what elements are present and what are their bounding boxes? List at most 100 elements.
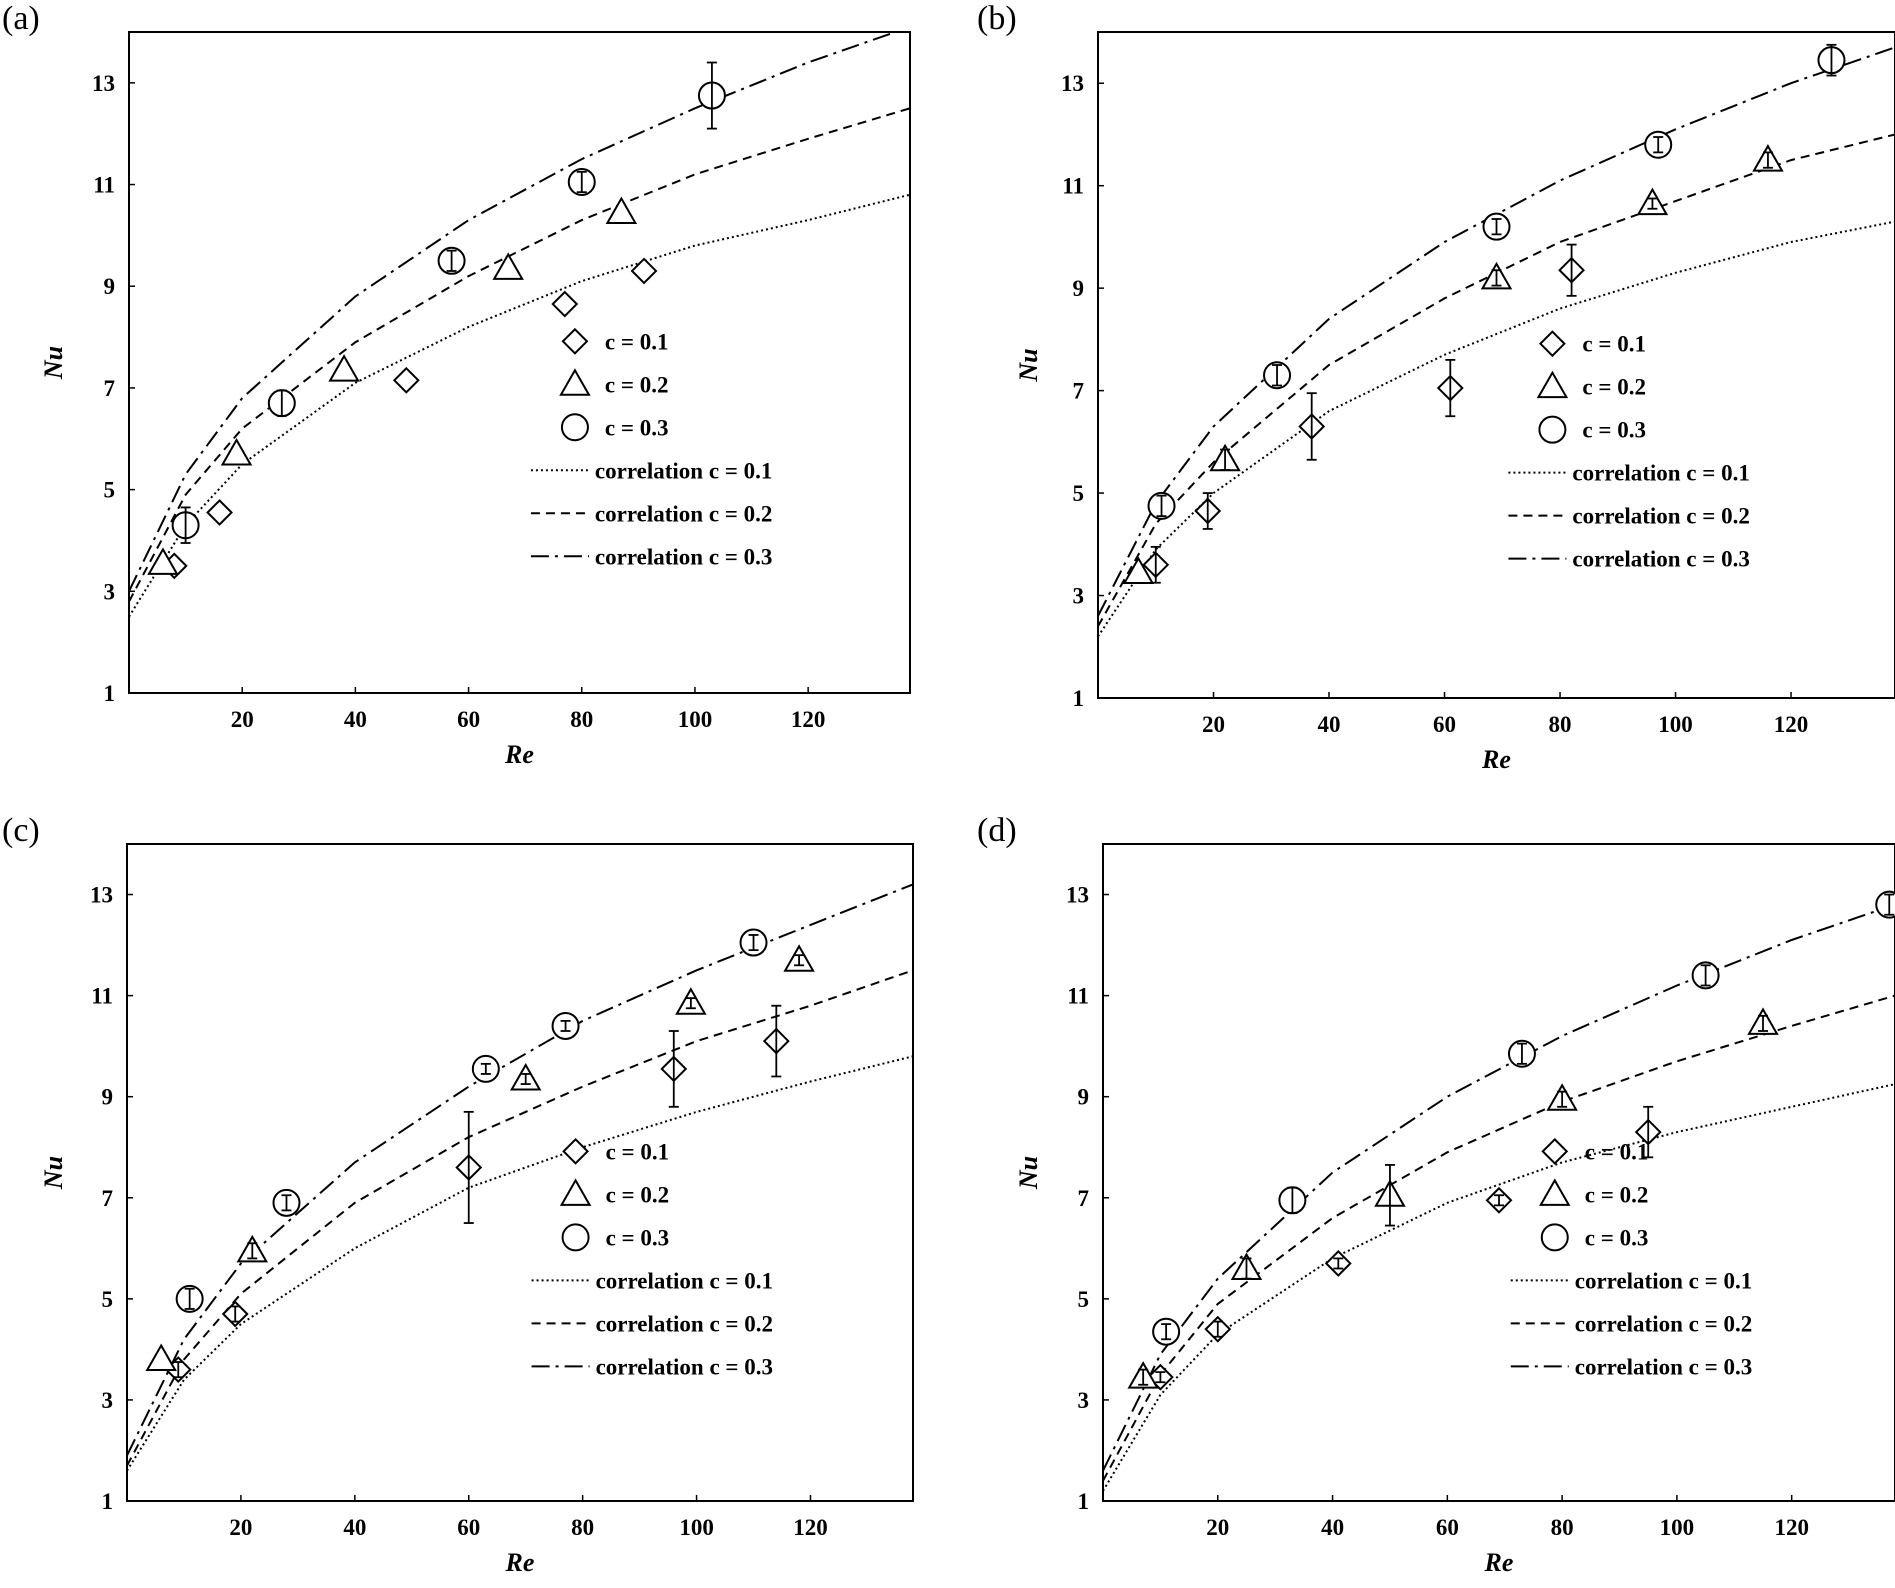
correlation-line-1	[127, 1055, 913, 1472]
legend-label: correlation c = 0.3	[595, 544, 772, 569]
x-tick-label: 80	[570, 707, 593, 732]
y-tick-label: 7	[104, 376, 116, 401]
data-point	[328, 354, 360, 382]
x-tick-label: 40	[1318, 712, 1341, 737]
legend-label: correlation c = 0.1	[1572, 461, 1749, 486]
x-tick-label: 40	[343, 1515, 366, 1540]
series-circle	[1147, 43, 1846, 520]
y-tick-label: 9	[102, 1085, 114, 1110]
panel-label: (b)	[977, 0, 1017, 37]
x-tick-label: 100	[679, 1515, 714, 1540]
legend-marker-circle	[1538, 415, 1567, 444]
y-tick-label: 3	[1078, 1388, 1090, 1413]
y-tick-label: 1	[104, 681, 116, 706]
panel-label: (c)	[2, 812, 40, 849]
y-axis-title: Nu	[1014, 1156, 1043, 1190]
data-point	[492, 252, 524, 280]
y-tick-label: 13	[1061, 71, 1084, 96]
legend-label: c = 0.2	[605, 372, 669, 397]
legend-marker-triangle	[559, 368, 591, 396]
legend-label: correlation c = 0.1	[596, 1268, 773, 1293]
correlation-curves	[1098, 46, 1895, 638]
data-point	[1875, 890, 1895, 919]
correlation-line-1	[1098, 220, 1895, 638]
series-triangle	[147, 196, 638, 575]
correlation-line-2	[1098, 133, 1895, 627]
y-axis-title: Nu	[39, 346, 68, 380]
legend: c = 0.1 c = 0.2 c = 0.3 correlation c = 0.1…	[1510, 1137, 1752, 1379]
x-tick-label: 120	[791, 707, 826, 732]
legend-label: c = 0.1	[1582, 332, 1646, 357]
series-circle	[171, 61, 726, 544]
plot-frame	[126, 843, 914, 1502]
correlation-line-3	[129, 32, 899, 592]
legend-label: c = 0.1	[1585, 1139, 1649, 1164]
y-tick-label: 5	[1078, 1287, 1090, 1312]
legend: c = 0.1 c = 0.2 c = 0.3 correlation c = 0.1…	[1508, 330, 1750, 572]
legend-label: c = 0.1	[606, 1139, 670, 1164]
x-axis-title: Re	[1484, 1548, 1514, 1577]
x-tick-label: 40	[1321, 1515, 1344, 1540]
legend-label: c = 0.3	[1582, 418, 1646, 443]
y-tick-label: 13	[90, 883, 113, 908]
y-tick-label: 1	[102, 1489, 114, 1514]
data-point	[1122, 556, 1155, 584]
legend-marker-diamond	[1541, 1137, 1569, 1165]
series-triangle	[145, 944, 815, 1371]
x-tick-label: 20	[1206, 1515, 1229, 1540]
correlation-line-2	[129, 107, 910, 602]
data-point	[145, 1343, 177, 1371]
panel-label: (a)	[2, 0, 40, 37]
legend-label: c = 0.3	[605, 415, 669, 440]
correlation-curves	[127, 883, 913, 1472]
series-diamond	[1146, 1105, 1662, 1391]
x-tick-label: 80	[1551, 1515, 1574, 1540]
x-tick-label: 100	[678, 707, 713, 732]
legend-label: c = 0.2	[606, 1182, 670, 1207]
correlation-line-1	[1103, 1083, 1895, 1492]
x-tick-label: 60	[457, 1515, 480, 1540]
correlation-curves	[129, 32, 910, 618]
legend-marker-circle	[560, 413, 589, 442]
series-triangle	[1122, 144, 1784, 584]
x-tick-label: 60	[1433, 712, 1456, 737]
y-tick-label: 7	[102, 1186, 114, 1211]
x-axis-title: Re	[505, 1548, 535, 1577]
legend: c = 0.1 c = 0.2 c = 0.3 correlation c = 0.1…	[530, 327, 772, 569]
x-tick-label: 100	[1660, 1515, 1695, 1540]
plot-frame	[1102, 843, 1895, 1502]
x-tick-label: 120	[1774, 1515, 1809, 1540]
y-tick-label: 11	[1062, 174, 1084, 199]
x-tick-label: 120	[793, 1515, 828, 1540]
x-tick-label: 40	[344, 707, 367, 732]
data-point	[220, 438, 253, 466]
x-tick-label: 80	[1549, 712, 1572, 737]
y-tick-label: 3	[104, 579, 116, 604]
data-point	[605, 196, 638, 225]
legend-label: c = 0.1	[605, 329, 669, 354]
data-point	[206, 499, 233, 526]
y-tick-label: 1	[1073, 686, 1085, 711]
plot-frame	[1097, 31, 1895, 699]
y-tick-label: 5	[102, 1287, 114, 1312]
correlation-curves	[1103, 903, 1895, 1492]
legend-label: correlation c = 0.3	[596, 1354, 773, 1379]
y-tick-label: 11	[91, 984, 113, 1009]
y-tick-label: 5	[104, 478, 116, 503]
y-tick-label: 3	[1073, 584, 1085, 609]
series-triangle	[1127, 1007, 1779, 1389]
plot-frame	[128, 31, 911, 694]
legend-marker-diamond	[562, 1137, 589, 1165]
legend-label: correlation c = 0.2	[595, 501, 772, 526]
y-tick-label: 9	[1073, 276, 1085, 301]
y-tick-label: 9	[104, 274, 116, 299]
x-tick-label: 80	[571, 1515, 594, 1540]
legend-label: c = 0.3	[606, 1225, 670, 1250]
legend-label: correlation c = 0.3	[1572, 547, 1749, 572]
y-tick-label: 5	[1073, 481, 1085, 506]
x-tick-label: 60	[1436, 1515, 1459, 1540]
y-tick-label: 7	[1073, 379, 1085, 404]
